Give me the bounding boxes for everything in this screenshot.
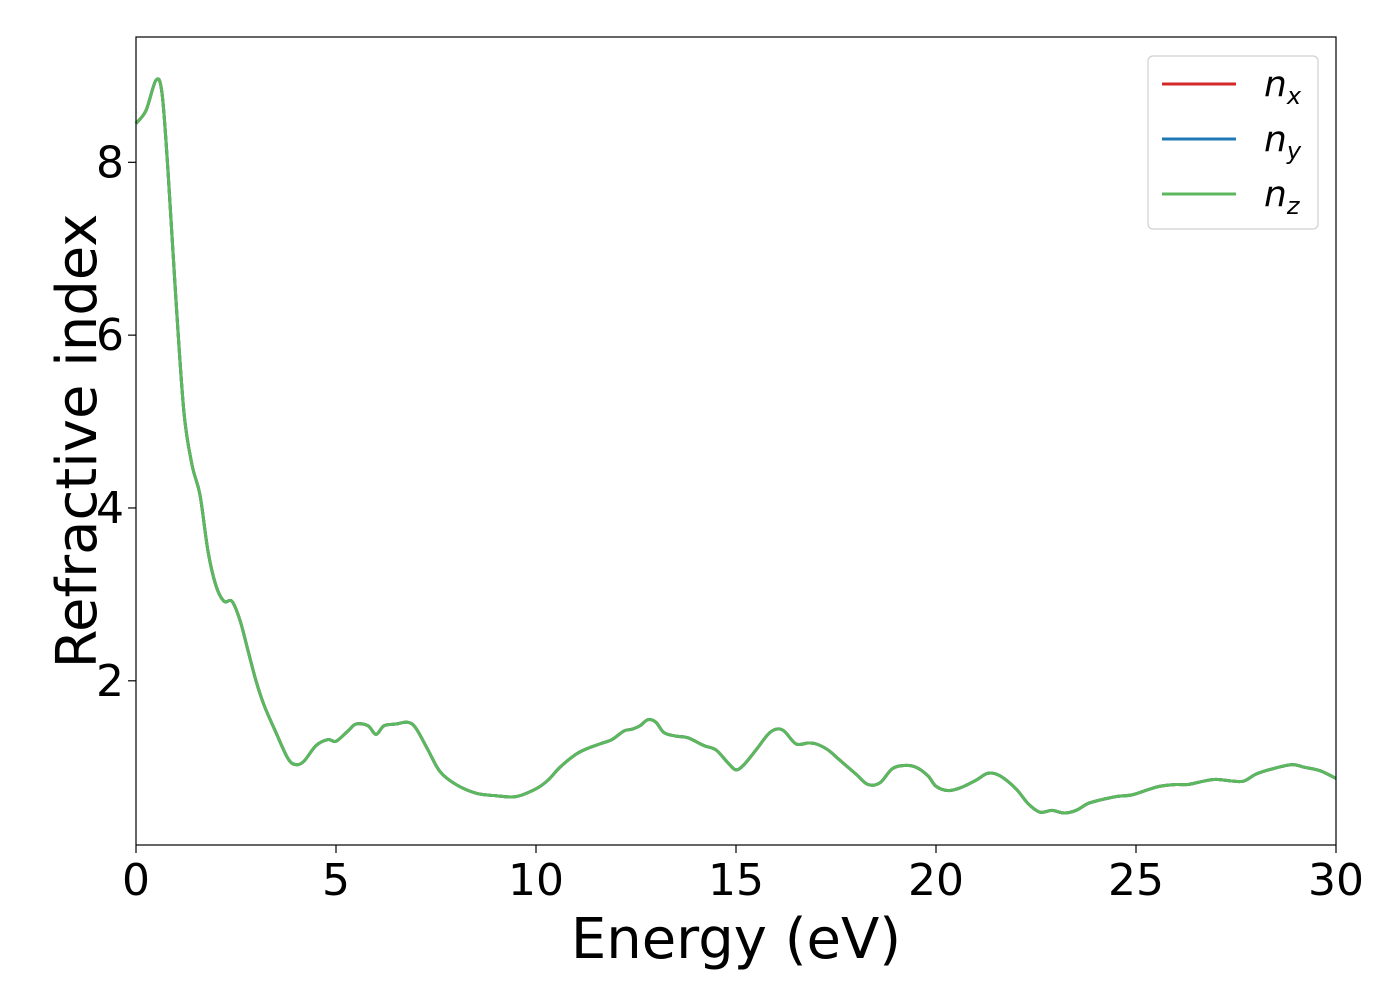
y-axis-label: Refractive index: [45, 214, 110, 669]
legend: nx ny nz: [1147, 55, 1319, 230]
x-tick-label: 20: [908, 855, 964, 906]
x-tick-label: 15: [708, 855, 764, 906]
x-tick-label: 10: [508, 855, 564, 906]
y-axis-ticks: 2 4 6 8: [96, 137, 136, 707]
legend-box: [1147, 55, 1319, 230]
x-tick-label: 30: [1308, 855, 1364, 906]
y-tick-label: 8: [96, 137, 124, 188]
x-tick-label: 0: [122, 855, 150, 906]
legend-label-x: nx: [1264, 64, 1302, 110]
x-tick-label: 25: [1108, 855, 1164, 906]
y-tick-label: 6: [96, 310, 124, 361]
series-line-z: [134, 77, 1337, 815]
x-tick-label: 5: [322, 855, 350, 906]
x-axis-label: Energy (eV): [571, 907, 901, 972]
y-tick-label: 4: [96, 483, 124, 534]
legend-label-y: ny: [1264, 119, 1302, 165]
legend-label-z: nz: [1264, 174, 1301, 220]
y-tick-label: 2: [96, 656, 124, 707]
x-axis-ticks: 0 5 10 15 20 25 30: [122, 845, 1364, 906]
series-layer: [134, 77, 1337, 815]
